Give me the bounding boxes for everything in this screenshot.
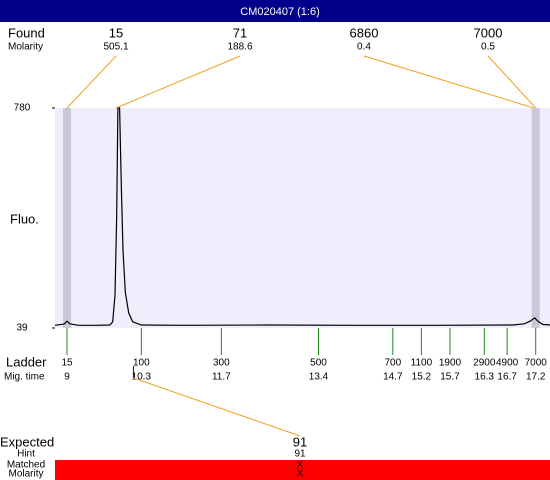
expected-molarity-value: X <box>297 469 304 480</box>
found-label: Found <box>8 25 45 40</box>
hint-label: Hint <box>17 449 35 460</box>
y-tick-label: 780 <box>14 103 31 114</box>
found-size: 7000 <box>474 25 503 40</box>
y-tick-label: 39 <box>16 323 28 334</box>
found-molarity: 0.5 <box>481 42 495 53</box>
expected-molarity-label: Molarity <box>8 469 43 480</box>
ladder-time: 13.4 <box>309 372 329 383</box>
matched-bar <box>55 460 550 480</box>
ladder-size: 100 <box>133 358 150 369</box>
trace <box>54 107 550 326</box>
ladder-size: 500 <box>310 358 327 369</box>
ladder-time: 14.7 <box>383 372 403 383</box>
ladder-size: 1100 <box>411 358 433 369</box>
found-connector <box>363 55 534 109</box>
found-molarity: 188.6 <box>227 42 252 53</box>
y-axis-label: Fluo. <box>10 211 39 226</box>
ladder-size: 2900 <box>473 358 496 369</box>
found-molarity: 505.1 <box>103 42 128 53</box>
found-molarity: 0.4 <box>357 42 371 53</box>
ladder-label: Ladder <box>6 354 47 369</box>
marker-band <box>63 108 72 328</box>
found-size: 71 <box>233 25 247 40</box>
ladder-size: 1900 <box>439 358 462 369</box>
plot-area <box>55 108 550 328</box>
ladder-time: 9 <box>64 372 70 383</box>
ladder-size: 4900 <box>496 358 519 369</box>
expected-connector <box>133 377 301 437</box>
ladder-time: 11.7 <box>212 372 231 383</box>
expected-value: 91 <box>293 434 307 449</box>
matched-label: Matched <box>7 460 45 471</box>
ladder-time: 17.2 <box>526 372 546 383</box>
title-bar <box>0 0 550 22</box>
expected-label: Expected <box>0 434 54 449</box>
molarity-label: Molarity <box>8 42 43 53</box>
ladder-size: 700 <box>384 358 401 369</box>
ladder-size: 7000 <box>525 358 548 369</box>
found-size: 15 <box>109 25 123 40</box>
found-size: 6860 <box>350 25 379 40</box>
matched-value: X <box>297 460 304 471</box>
ladder-size: 15 <box>61 358 73 369</box>
ladder-size: 300 <box>213 358 230 369</box>
ladder-time: 16.7 <box>497 372 517 383</box>
ladder-time: 10.3 <box>132 372 152 383</box>
hint-value: 91 <box>294 449 306 460</box>
mig-time-label: Mig. time <box>4 372 45 383</box>
ladder-time: 15.2 <box>412 372 432 383</box>
marker-band <box>531 108 540 328</box>
found-connector <box>115 55 241 109</box>
ladder-time: 15.7 <box>440 372 460 383</box>
found-connector <box>487 55 537 109</box>
found-connector <box>66 55 117 109</box>
title: CM020407 (1:6) <box>240 6 320 18</box>
ladder-time: 16.3 <box>475 372 495 383</box>
